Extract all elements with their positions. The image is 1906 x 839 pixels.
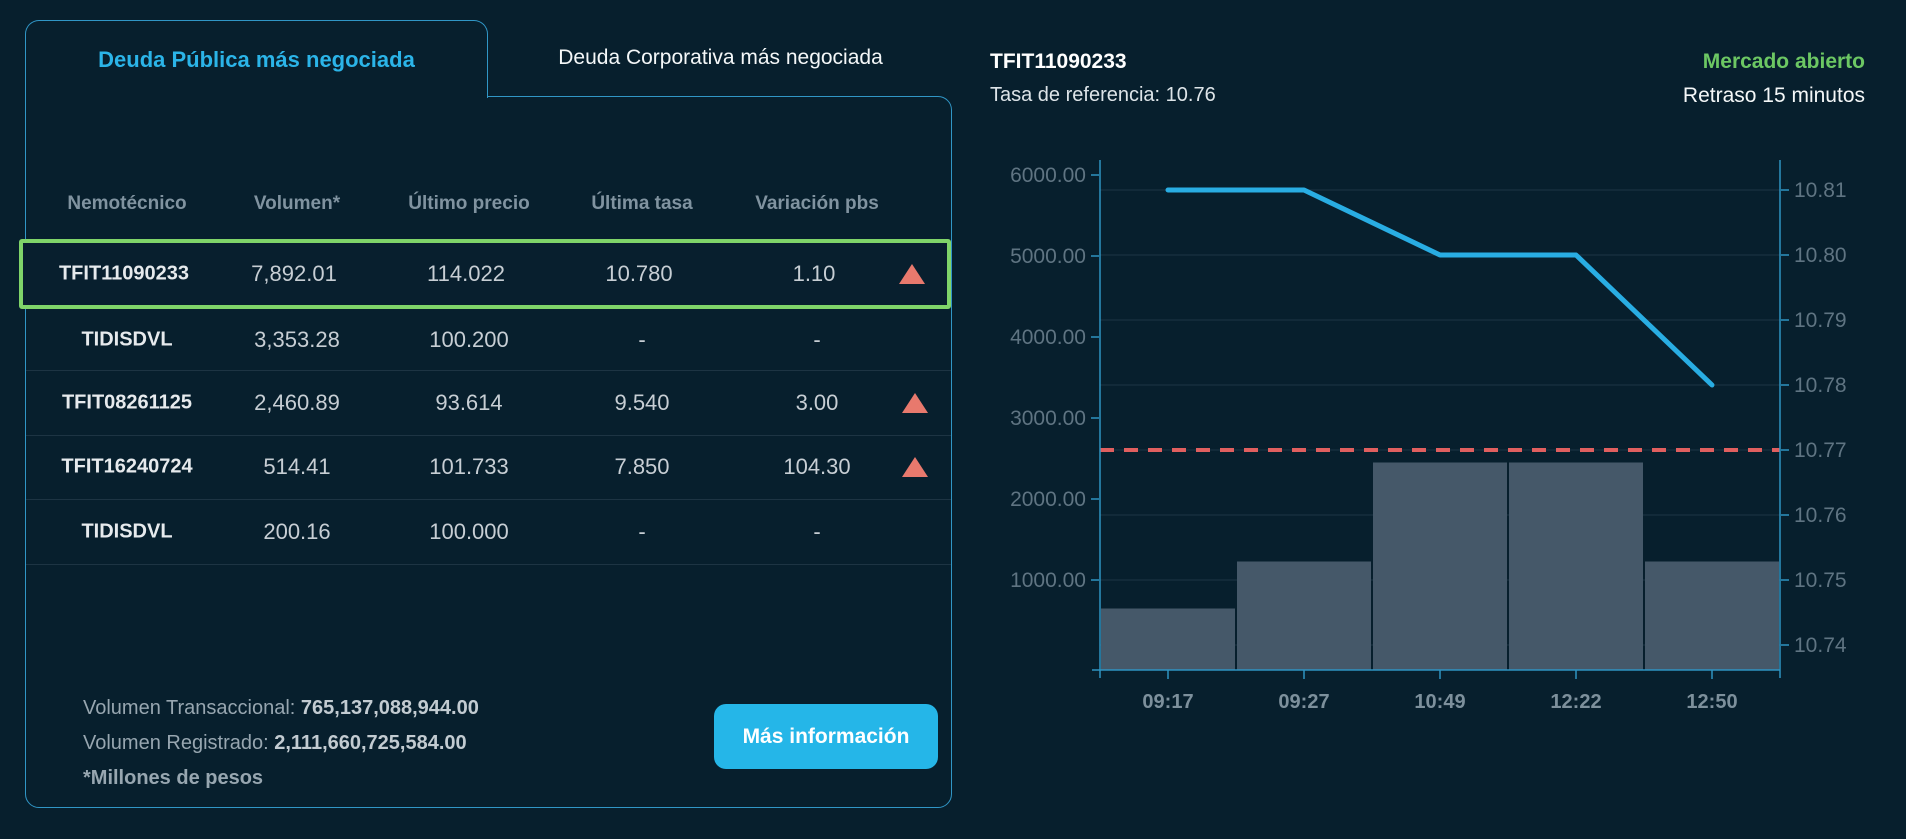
right-axis-label: 10.80 bbox=[1794, 244, 1847, 267]
cell-ultima-tasa: 10.780 bbox=[605, 261, 673, 286]
right-axis-label: 10.76 bbox=[1794, 504, 1847, 527]
cell-nemotecnico: TIDISDVL bbox=[81, 520, 173, 542]
cell-nemotecnico: TFIT08261125 bbox=[61, 391, 193, 413]
col-variacion-pbs: Variación pbs bbox=[755, 193, 879, 214]
cell-nemotecnico: TFIT11090233 bbox=[58, 262, 190, 285]
left-axis-label: 3000.00 bbox=[1010, 407, 1086, 430]
panel-footer: Volumen Transaccional: 765,137,088,944.0… bbox=[83, 691, 479, 796]
cell-ultima-tasa: - bbox=[638, 518, 646, 544]
left-axis-label: 1000.00 bbox=[1010, 569, 1086, 592]
left-axis-label: 6000.00 bbox=[1010, 164, 1086, 187]
volumen-registrado: Volumen Registrado: 2,111,660,725,584.00 bbox=[83, 726, 479, 761]
cell-variacion-pbs: 1.10 bbox=[792, 261, 836, 286]
volume-bar bbox=[1509, 462, 1643, 670]
table-row[interactable]: TFIT11090233 7,892.01 114.022 10.780 1.10 bbox=[19, 239, 951, 309]
cell-volumen: 514.41 bbox=[263, 454, 331, 479]
cell-ultima-tasa: 9.540 bbox=[614, 389, 670, 415]
debt-panel: Deuda Pública más negociada Deuda Corpor… bbox=[19, 20, 952, 808]
volume-bar bbox=[1373, 462, 1507, 670]
x-axis-label: 09:27 bbox=[1278, 691, 1329, 713]
volumen-registrado-value: 2,111,660,725,584.00 bbox=[274, 732, 467, 754]
x-axis-label: 12:50 bbox=[1686, 691, 1737, 713]
tab-deuda-corporativa[interactable]: Deuda Corporativa más negociada bbox=[488, 20, 953, 96]
rate-line bbox=[1165, 187, 1715, 388]
volumen-registrado-label: Volumen Registrado: bbox=[83, 732, 269, 754]
col-ultima-tasa: Última tasa bbox=[591, 193, 693, 214]
cell-volumen: 3,353.28 bbox=[254, 326, 340, 352]
table-header: Nemotécnico Volumen* Último precio Últim… bbox=[26, 173, 951, 235]
intraday-volume-rate-chart: 6000.00 5000.00 4000.00 3000.00 2000.00 1000.… bbox=[1010, 160, 1847, 713]
millones-note: *Millones de pesos bbox=[83, 767, 264, 789]
col-nemotecnico: Nemotécnico bbox=[67, 193, 187, 214]
left-axis-label: 4000.00 bbox=[1010, 326, 1086, 349]
cell-ultima-tasa: - bbox=[638, 326, 646, 352]
variation-up-icon bbox=[902, 457, 928, 477]
cell-volumen: 200.16 bbox=[263, 518, 331, 544]
x-axis-label: 09:17 bbox=[1142, 691, 1193, 713]
mas-informacion-button[interactable]: Más información bbox=[714, 704, 938, 769]
tab-deuda-publica-label: Deuda Pública más negociada bbox=[98, 46, 415, 72]
volume-bar bbox=[1645, 561, 1779, 670]
volume-bar bbox=[1237, 561, 1371, 670]
variation-up-icon bbox=[902, 392, 928, 413]
right-axis-label: 10.77 bbox=[1794, 439, 1847, 462]
cell-volumen: 2,460.89 bbox=[254, 389, 340, 415]
right-axis-label: 10.78 bbox=[1794, 374, 1847, 397]
col-volumen: Volumen* bbox=[253, 193, 341, 214]
market-delay-text: Retraso 15 minutos bbox=[1682, 84, 1865, 107]
table-row[interactable]: TIDISDVL 200.16 100.000 - - bbox=[26, 499, 951, 565]
cell-variacion-pbs: - bbox=[813, 518, 821, 544]
table-row[interactable]: TFIT16240724 514.41 101.733 7.850 104.30 bbox=[26, 435, 951, 500]
volume-bar bbox=[1101, 608, 1235, 670]
volumen-transaccional-value: 765,137,088,944.00 bbox=[300, 697, 479, 719]
right-axis-label: 10.81 bbox=[1794, 179, 1847, 202]
cell-nemotecnico: TIDISDVL bbox=[81, 328, 173, 350]
table-row[interactable]: TIDISDVL 3,353.28 100.200 - - bbox=[26, 309, 951, 371]
tab-deuda-corporativa-label: Deuda Corporativa más negociada bbox=[558, 46, 883, 70]
left-axis-label: 5000.00 bbox=[1010, 245, 1086, 268]
cell-variacion-pbs: - bbox=[813, 326, 821, 352]
cell-ultima-tasa: 7.850 bbox=[614, 454, 670, 479]
cell-ultimo-precio: 100.000 bbox=[429, 518, 509, 544]
cell-variacion-pbs: 104.30 bbox=[783, 454, 851, 479]
x-axis-label: 12:22 bbox=[1550, 691, 1601, 713]
right-axis-label: 10.75 bbox=[1794, 569, 1847, 592]
cell-nemotecnico: TFIT16240724 bbox=[61, 455, 193, 478]
table-row[interactable]: TFIT08261125 2,460.89 93.614 9.540 3.00 bbox=[26, 370, 951, 436]
chart-instrument-title: TFIT11090233 bbox=[990, 50, 1127, 73]
cell-ultimo-precio: 114.022 bbox=[427, 261, 505, 286]
cell-ultimo-precio: 100.200 bbox=[429, 326, 509, 352]
volumen-transaccional: Volumen Transaccional: 765,137,088,944.0… bbox=[83, 691, 479, 726]
variation-up-icon bbox=[899, 264, 925, 284]
x-axis-label: 10:49 bbox=[1414, 691, 1465, 713]
cell-variacion-pbs: 3.00 bbox=[795, 389, 839, 415]
right-axis-label: 10.74 bbox=[1794, 634, 1847, 657]
left-axis-label: 2000.00 bbox=[1010, 488, 1086, 511]
tab-deuda-publica[interactable]: Deuda Pública más negociada bbox=[25, 20, 488, 98]
volumen-transaccional-label: Volumen Transaccional: bbox=[83, 697, 296, 719]
cell-volumen: 7,892.01 bbox=[251, 261, 337, 286]
cell-ultimo-precio: 93.614 bbox=[435, 389, 503, 415]
right-axis-label: 10.79 bbox=[1794, 309, 1847, 332]
cell-ultimo-precio: 101.733 bbox=[429, 454, 509, 479]
col-ultimo-precio: Último precio bbox=[408, 193, 530, 214]
market-status-badge: Mercado abierto bbox=[1702, 50, 1865, 73]
reference-rate-text: Tasa de referencia: 10.76 bbox=[990, 84, 1216, 106]
